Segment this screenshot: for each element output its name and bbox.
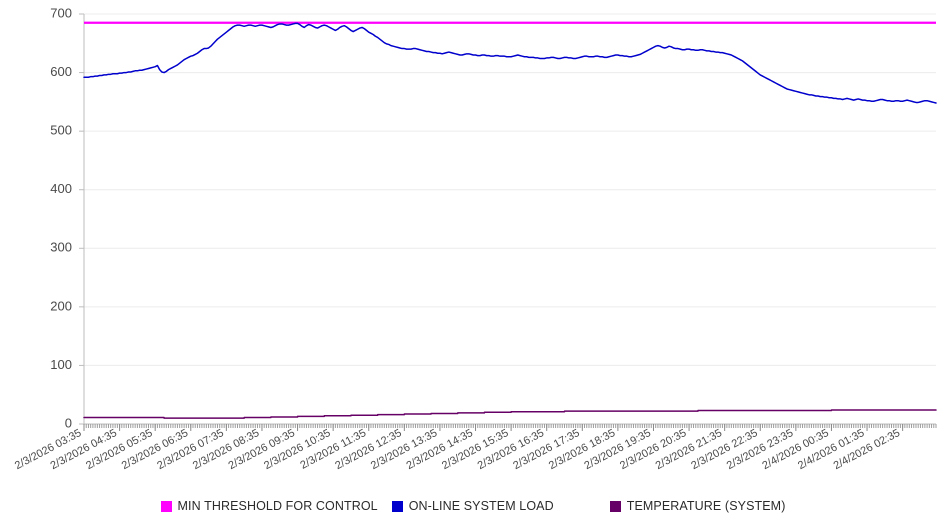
legend-label: MIN THRESHOLD FOR CONTROL bbox=[177, 499, 378, 513]
svg-text:300: 300 bbox=[50, 240, 72, 255]
legend-swatch-icon bbox=[160, 500, 172, 512]
svg-text:700: 700 bbox=[50, 5, 72, 20]
legend-label: TEMPERATURE (SYSTEM) bbox=[626, 499, 786, 513]
legend-swatch-icon bbox=[609, 500, 621, 512]
svg-text:400: 400 bbox=[50, 181, 72, 196]
legend-swatch-icon bbox=[391, 500, 403, 512]
svg-text:500: 500 bbox=[50, 123, 72, 138]
grid-lines bbox=[84, 13, 936, 425]
series-on-line-system-load bbox=[83, 22, 937, 104]
svg-text:200: 200 bbox=[50, 298, 72, 313]
x-axis-minor-ticks bbox=[83, 424, 937, 428]
svg-text:600: 600 bbox=[50, 64, 72, 79]
legend-item-on-line-system-load[interactable]: ON-LINE SYSTEM LOAD bbox=[391, 499, 554, 513]
svg-text:0: 0 bbox=[65, 415, 72, 430]
y-axis-tick-labels: 700 600 500 400 300 200 100 0 bbox=[50, 5, 84, 430]
chart-legend: MIN THRESHOLD FOR CONTROL ON-LINE SYSTEM… bbox=[0, 496, 946, 516]
series-temperature-system bbox=[83, 409, 937, 419]
svg-text:100: 100 bbox=[50, 357, 72, 372]
legend-item-temperature-system[interactable]: TEMPERATURE (SYSTEM) bbox=[609, 499, 786, 513]
legend-label: ON-LINE SYSTEM LOAD bbox=[408, 499, 554, 513]
x-axis-tick-labels: 2/3/2026 03:352/3/2026 04:352/3/2026 05:… bbox=[13, 424, 904, 472]
legend-item-min-threshold-for-control[interactable]: MIN THRESHOLD FOR CONTROL bbox=[160, 499, 378, 513]
